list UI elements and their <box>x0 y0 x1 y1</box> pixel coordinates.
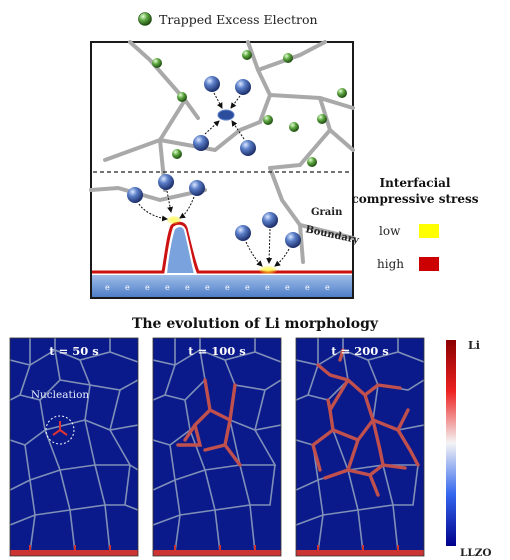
green-electron-icon <box>138 12 152 26</box>
li-ion-icon <box>158 174 174 190</box>
svg-text:e: e <box>305 283 310 292</box>
panel-2-frame <box>152 337 282 557</box>
llzo-background <box>10 338 138 556</box>
trapped-electron-icon <box>283 53 293 63</box>
svg-text:e: e <box>165 283 170 292</box>
li-anode-strip <box>10 550 138 556</box>
li-ion-icon <box>193 135 209 151</box>
grain-boundaries <box>10 338 138 553</box>
li-ion-icon <box>189 180 205 196</box>
trapped-electron-icon <box>242 50 252 60</box>
trapped-electron-icon <box>337 88 347 98</box>
trapped-electron-icon <box>172 149 182 159</box>
stress-legend: Interfacial compressive stress low high <box>352 176 479 271</box>
svg-text:e: e <box>205 283 210 292</box>
svg-text:e: e <box>145 283 150 292</box>
li-ion-icon <box>262 212 278 228</box>
trapped-electron-icon <box>152 58 162 68</box>
trapped-electron-icon <box>177 92 187 102</box>
panel-1-time: t = 50 s <box>49 344 98 358</box>
svg-text:e: e <box>105 283 110 292</box>
panel-1-frame <box>9 337 139 557</box>
trapped-electron-icon <box>317 114 327 124</box>
grain-boundary-network <box>89 40 355 264</box>
li-ion-icon <box>127 187 143 203</box>
nucleation-circle <box>45 415 75 445</box>
nucleation-label: Nucleation <box>31 389 90 401</box>
colorbar-bottom-label: LLZO <box>460 547 492 559</box>
li-ion-icon <box>235 79 251 95</box>
colorbar: Li LLZO <box>446 339 492 559</box>
stress-low-swatch <box>419 224 439 238</box>
panel-3-frame <box>295 337 425 557</box>
svg-text:e: e <box>245 283 250 292</box>
trapped-electrons <box>152 50 347 167</box>
trapped-electron-icon <box>289 122 299 132</box>
morphology-panel-1 <box>10 338 138 556</box>
low-stress-spot <box>167 216 181 224</box>
li-ion-icon <box>285 232 301 248</box>
li-ion-icon <box>240 140 256 156</box>
grain-label: Grain <box>311 207 343 218</box>
li-dendrite-network <box>311 348 420 497</box>
bulk-nucleation-cluster <box>193 76 256 156</box>
li-dendrite <box>164 225 197 275</box>
svg-text:e: e <box>125 283 130 292</box>
svg-text:e: e <box>225 283 230 292</box>
li-interface-red-line <box>92 221 352 274</box>
panel-2-time: t = 100 s <box>188 344 245 358</box>
surface-deposition <box>235 212 301 274</box>
trapped-electron-icon <box>307 157 317 167</box>
llzo-background <box>296 338 424 556</box>
svg-text:e: e <box>285 283 290 292</box>
colorbar-top-label: Li <box>468 339 480 352</box>
bulk-li-nucleus <box>217 109 235 121</box>
stress-legend-title-line1: Interfacial <box>380 176 451 190</box>
li-anode-strip <box>153 550 281 556</box>
svg-text:e: e <box>185 283 190 292</box>
panel-3-time: t = 200 s <box>331 344 388 358</box>
schematic-frame <box>90 41 354 299</box>
li-anode-ticks <box>174 545 256 550</box>
trapped-electron-icon <box>263 115 273 125</box>
li-anode-ticks <box>317 545 399 550</box>
colorbar-gradient <box>446 340 456 546</box>
morphology-title: The evolution of Li morphology <box>132 316 379 332</box>
low-stress-spot <box>259 266 277 274</box>
nucleation-site <box>52 421 68 436</box>
li-anode-strip <box>296 550 424 556</box>
legend-trapped-electron: Trapped Excess Electron <box>138 12 318 27</box>
svg-text:e: e <box>265 283 270 292</box>
stress-high-label: high <box>377 257 404 271</box>
legend-trapped-label: Trapped Excess Electron <box>159 12 318 27</box>
dendrite-tip-deposition <box>127 174 205 224</box>
stress-low-label: low <box>379 224 401 238</box>
li-ion-icon <box>204 76 220 92</box>
stress-high-swatch <box>419 257 439 271</box>
li-anode-ticks <box>29 545 111 550</box>
svg-text:e: e <box>325 283 330 292</box>
stress-legend-title-line2: compressive stress <box>352 192 479 206</box>
li-dendrite-network <box>176 378 242 467</box>
li-metal-layer <box>92 275 352 297</box>
morphology-panel-3 <box>296 338 424 556</box>
morphology-panel-2 <box>153 338 281 556</box>
grain-boundaries <box>153 338 281 553</box>
li-ion-icon <box>235 225 251 241</box>
